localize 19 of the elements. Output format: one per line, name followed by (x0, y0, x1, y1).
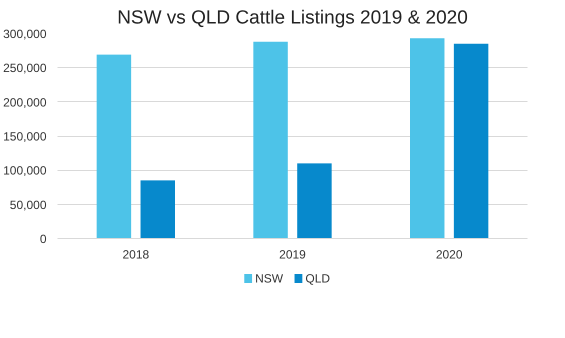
x-tick-label: 2018 (122, 248, 150, 262)
y-tick-label: 200,000 (3, 95, 47, 110)
y-tick-label: 150,000 (3, 130, 47, 144)
legend-label: QLD (305, 272, 330, 286)
y-tick-label: 50,000 (10, 198, 47, 212)
bar (297, 163, 332, 238)
bar (140, 180, 175, 238)
legend-label: NSW (255, 272, 284, 286)
bar (454, 44, 488, 238)
y-tick-label: 100,000 (3, 164, 47, 178)
chart-title: NSW vs QLD Cattle Listings 2019 & 2020 (117, 8, 468, 28)
y-tick-label: 300,000 (3, 27, 47, 41)
bar (253, 42, 288, 238)
x-tick-label: 2019 (279, 248, 306, 262)
y-tick-label: 250,000 (3, 61, 47, 76)
x-tick-label: 2020 (436, 248, 463, 262)
bar (96, 54, 132, 238)
y-tick-label: 0 (40, 232, 47, 246)
bar (410, 38, 444, 238)
